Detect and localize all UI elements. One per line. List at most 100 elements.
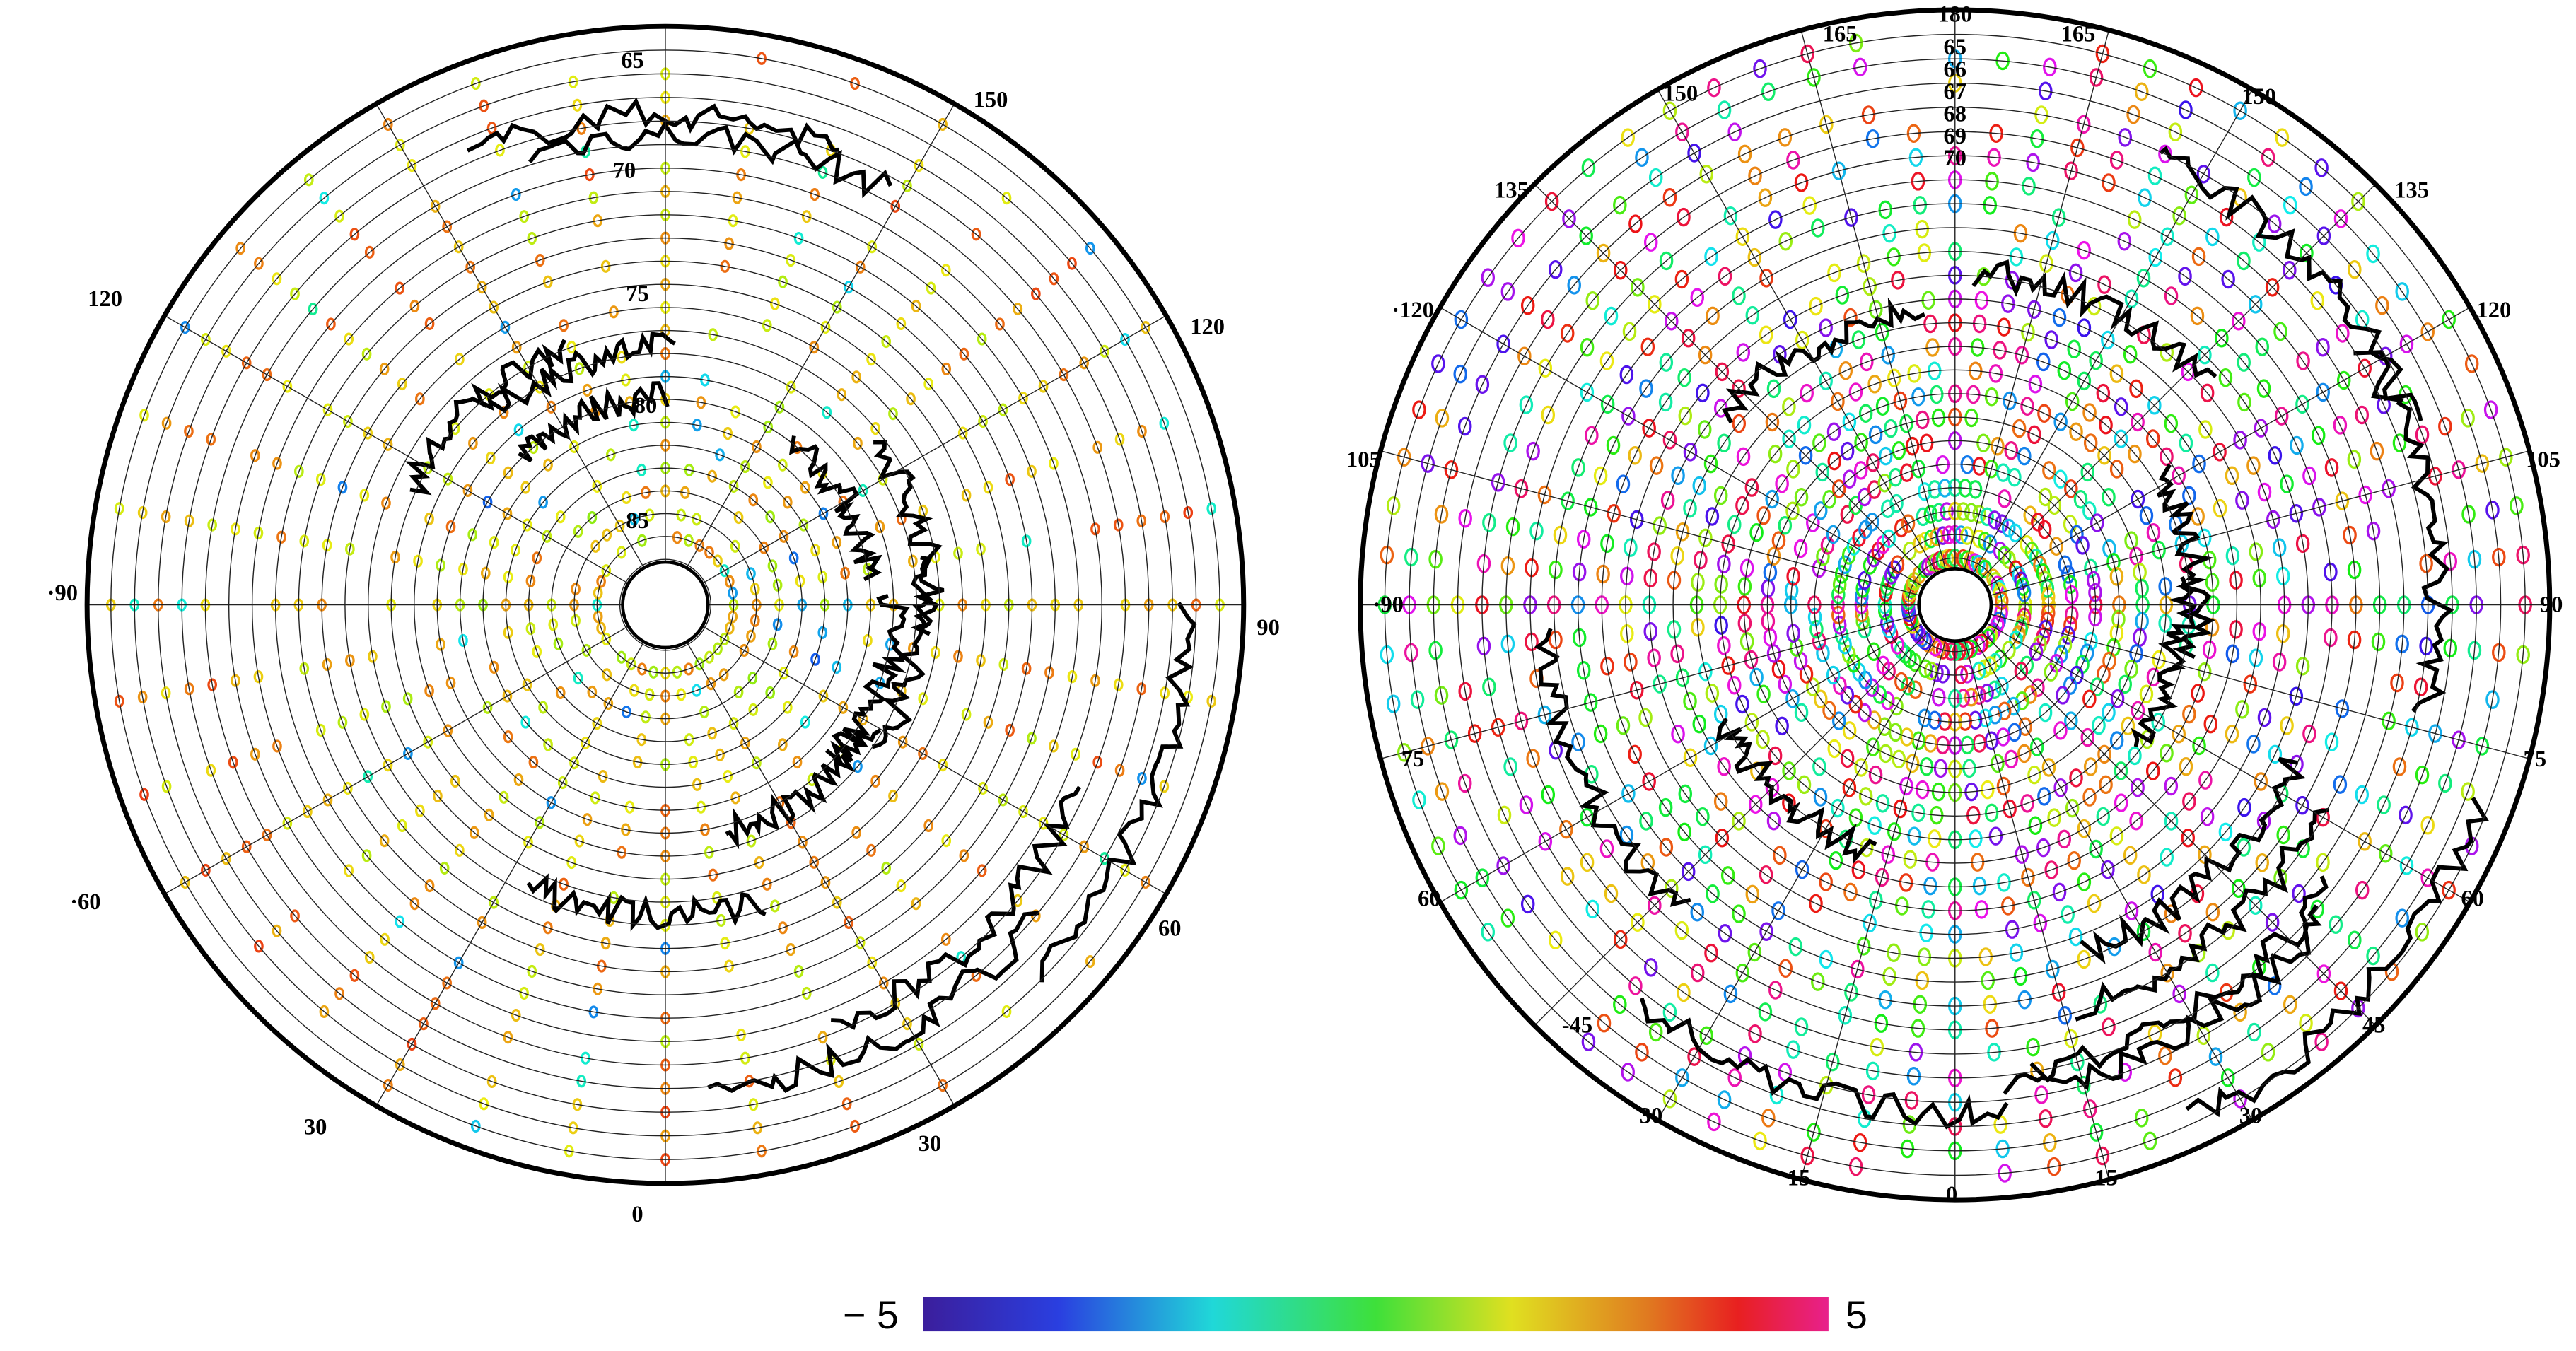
data-dot [1607,504,1621,523]
data-dot [2017,990,2032,1010]
data-dot [1699,164,1714,184]
data-dot [931,645,940,660]
data-dot [2110,689,2125,708]
data-dot [1567,276,1581,295]
data-dot [276,530,286,544]
data-dot [2052,308,2067,327]
data-dot [1457,773,1472,793]
data-dot [1875,397,1890,416]
data-dot [1834,626,1849,645]
data-dot [626,657,636,671]
data-dot [1813,788,1828,807]
data-dot [1786,460,1800,479]
data-dot [2192,454,2206,474]
data-dot [322,403,333,416]
data-dot [1671,466,1685,486]
data-dot [2051,208,2066,227]
data-dot [976,654,986,667]
data-dot [1827,263,1841,283]
longitude-label: 15 [1788,1166,1811,1191]
data-dot [809,855,820,869]
data-dot [694,539,705,552]
data-dot [568,1121,578,1135]
data-dot [546,796,556,809]
data-dot [581,736,590,750]
data-dot [2290,435,2304,455]
data-dot [617,546,626,559]
data-dot [581,1051,590,1065]
data-dot [736,1028,746,1042]
data-dot [2266,510,2280,530]
data-dot [1635,148,1649,167]
data-dot [161,416,172,430]
data-dot [961,708,972,721]
data-dot [543,275,553,288]
data-dot [1092,440,1103,454]
data-dot [1525,558,1539,578]
data-dot [1580,382,1595,402]
data-dot [851,370,861,384]
data-dot [1826,665,1841,685]
data-dot [2147,396,2162,415]
data-dot [527,964,537,978]
data-dot [2097,744,2111,764]
data-dot [1968,480,1983,499]
data-dot [782,496,793,509]
data-dot [2257,482,2272,502]
data-dot [817,1031,828,1044]
data-dot [1453,826,1467,846]
data-dot [694,657,705,671]
data-dot [818,507,829,520]
longitude-label: 165 [1823,22,1858,47]
data-dot [1628,976,1643,995]
data-dot [978,781,988,795]
data-dot [1980,507,1994,527]
data-dot [1881,845,1895,864]
data-dot [1778,232,1793,251]
data-dot [2039,81,2053,101]
data-dot [114,502,124,515]
data-dot [978,415,988,428]
data-dot [1629,680,1644,700]
data-dot [1444,730,1459,749]
data-dot [415,392,425,406]
data-dot [1892,749,1906,769]
data-dot [1815,462,1830,482]
data-dot [1639,379,1653,398]
data-dot [445,676,456,690]
data-dot [543,738,553,751]
data-dot [1136,682,1147,696]
data-dot [2233,1002,2247,1022]
data-dot [1113,518,1124,532]
data-dot [503,626,513,639]
data-dot [462,484,473,498]
data-dot [2145,429,2160,448]
data-dot [1706,306,1720,326]
data-dot [1867,816,1882,836]
longitude-label: 60 [1158,916,1182,941]
data-dot [282,380,293,393]
data-dot [1628,214,1643,233]
data-dot [914,1037,924,1051]
data-dot [2056,686,2070,705]
data-dot [2114,397,2128,416]
data-dot [2172,984,2186,1004]
coastline [2353,350,2454,713]
meridian [1989,614,2530,760]
data-dot [1826,525,1841,544]
data-dot [2044,662,2058,682]
data-dot [2057,829,2072,849]
data-dot [2076,115,2091,134]
data-dot [2213,443,2227,462]
data-dot [253,526,264,540]
data-dot [2302,466,2316,486]
data-dot [636,733,647,747]
data-dot [2237,251,2251,271]
latitude-label: 66 [1944,57,1967,83]
data-dot [707,727,717,740]
data-dot [1500,908,1515,928]
data-dot [2225,644,2240,664]
data-dot [433,789,443,802]
data-dot [2004,749,2018,769]
coastline [526,873,767,932]
